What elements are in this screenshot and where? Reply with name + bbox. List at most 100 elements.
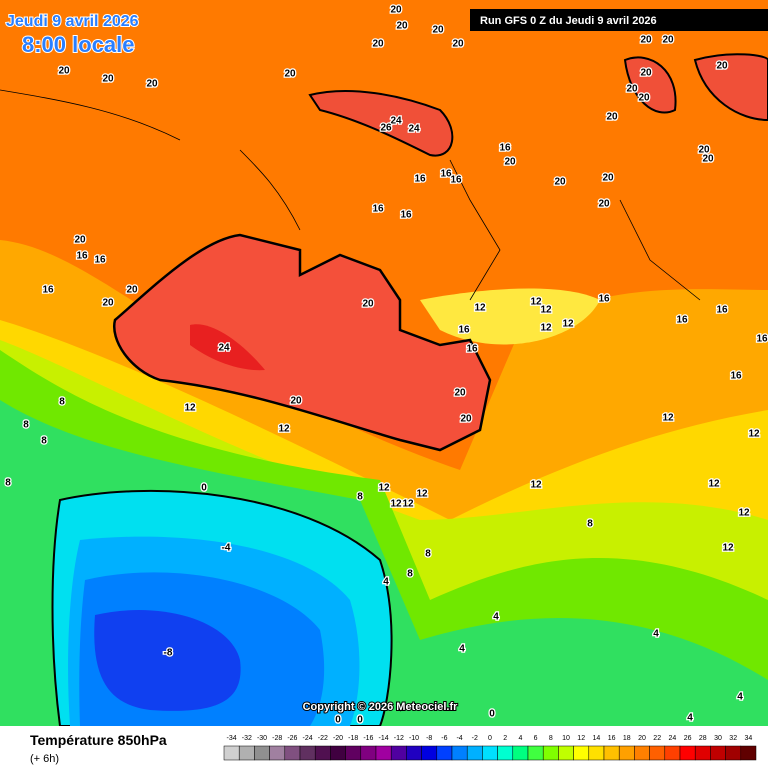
scale-tick-label: -30 <box>257 735 267 742</box>
scale-swatch <box>588 745 605 761</box>
scale-swatch <box>694 745 711 761</box>
scale-tick-label: -34 <box>227 735 237 742</box>
scale-tick-label: 34 <box>745 735 753 742</box>
contour-label: 12 <box>738 508 750 519</box>
contour-label: 12 <box>562 319 574 330</box>
run-banner <box>470 9 768 31</box>
scale-tick-label: 0 <box>488 735 492 742</box>
scale-swatch <box>451 745 468 761</box>
scale-tick-label: 2 <box>503 735 507 742</box>
scale-tick-label: -20 <box>333 735 343 742</box>
scale-swatch <box>299 745 316 761</box>
contour-label: 16 <box>76 251 88 262</box>
contour-label: 20 <box>390 5 402 16</box>
scale-swatch <box>406 745 422 761</box>
contour-label: 20 <box>698 145 710 156</box>
contour-label: 20 <box>716 61 728 72</box>
scale-swatch <box>542 745 559 761</box>
contour-label: 16 <box>458 325 470 336</box>
scale-swatch <box>314 745 331 761</box>
contour-label: 20 <box>640 68 652 79</box>
scale-swatch <box>284 745 301 761</box>
contour-label: 20 <box>284 69 296 80</box>
contour-label: 20 <box>452 39 464 50</box>
contour-label: 16 <box>756 334 768 345</box>
scale-tick-label: 16 <box>608 735 616 742</box>
footer-subtitle: (+ 6h) <box>30 753 59 765</box>
contour-label: 20 <box>396 21 408 32</box>
scale-swatch <box>710 745 726 761</box>
contour-label: 16 <box>499 143 511 154</box>
contour-label: 4 <box>687 713 693 724</box>
contour-label: 8 <box>425 549 431 560</box>
contour-label: 12 <box>474 303 486 314</box>
contour-label: 20 <box>554 177 566 188</box>
contour-label: 0 <box>357 715 363 726</box>
contour-label: 12 <box>530 480 542 491</box>
scale-tick-label: -2 <box>472 735 478 742</box>
contour-label: 16 <box>676 315 688 326</box>
scale-tick-label: -10 <box>409 735 419 742</box>
contour-label: 4 <box>383 577 389 588</box>
scale-tick-label: 20 <box>638 735 646 742</box>
scale-tick-label: 24 <box>669 735 677 742</box>
contour-label: 20 <box>602 173 614 184</box>
footer-title: Température 850hPa <box>30 732 167 748</box>
contour-label: 16 <box>94 255 106 266</box>
scale-tick-label: -4 <box>456 735 462 742</box>
scale-swatch <box>330 745 346 761</box>
scale-tick-label: 10 <box>562 735 570 742</box>
contour-label: 20 <box>460 414 472 425</box>
scale-swatch <box>603 745 620 761</box>
scale-tick-label: -32 <box>242 735 252 742</box>
contour-label: -4 <box>222 543 231 554</box>
contour-label: 20 <box>362 299 374 310</box>
scale-swatch <box>269 745 286 761</box>
zone-20-newguinea <box>308 90 454 157</box>
contour-label: 16 <box>372 204 384 215</box>
contour-label: 20 <box>606 112 618 123</box>
contour-label: 20 <box>454 388 466 399</box>
contour-label: 8 <box>5 478 11 489</box>
scale-tick-label: 22 <box>653 735 661 742</box>
scale-tick-label: 14 <box>593 735 601 742</box>
scale-swatch <box>482 745 498 761</box>
scale-swatch <box>375 745 392 761</box>
date-label: Jeudi 9 avril 2026 <box>6 13 139 30</box>
scale-tick-label: 26 <box>684 735 692 742</box>
contour-label: 20 <box>638 93 650 104</box>
contour-label: 20 <box>372 39 384 50</box>
contour-label: 12 <box>540 305 552 316</box>
contour-label: 20 <box>102 74 114 85</box>
scale-tick-label: -28 <box>272 735 282 742</box>
temperature-field <box>0 0 768 726</box>
contour-label: 12 <box>390 499 402 510</box>
scale-swatch <box>558 745 574 761</box>
contour-label: 26 <box>380 123 392 134</box>
scale-swatch <box>527 745 544 761</box>
scale-tick-label: -26 <box>287 735 297 742</box>
scale-swatch <box>436 745 453 761</box>
zone-20-australia <box>112 233 492 452</box>
scale-swatch <box>390 745 407 761</box>
contour-label: 16 <box>598 294 610 305</box>
contour-label: 16 <box>400 210 412 221</box>
contour-label: 12 <box>184 403 196 414</box>
contour-label: 20 <box>102 298 114 309</box>
contour-label: 8 <box>587 519 593 530</box>
contour-label: 20 <box>662 35 674 46</box>
contour-label: 16 <box>730 371 742 382</box>
contour-label: 12 <box>662 413 674 424</box>
contour-label: 24 <box>218 343 230 354</box>
contour-label: 20 <box>290 396 302 407</box>
scale-swatch <box>497 745 514 761</box>
scale-swatch <box>649 745 666 761</box>
coastline <box>0 89 701 301</box>
zone-24 <box>190 324 265 371</box>
scale-swatch <box>254 745 270 761</box>
scale-swatch <box>512 745 529 761</box>
scale-tick-label: 12 <box>577 735 585 742</box>
contour-label: 20 <box>126 285 138 296</box>
contour-label: 20 <box>598 199 610 210</box>
